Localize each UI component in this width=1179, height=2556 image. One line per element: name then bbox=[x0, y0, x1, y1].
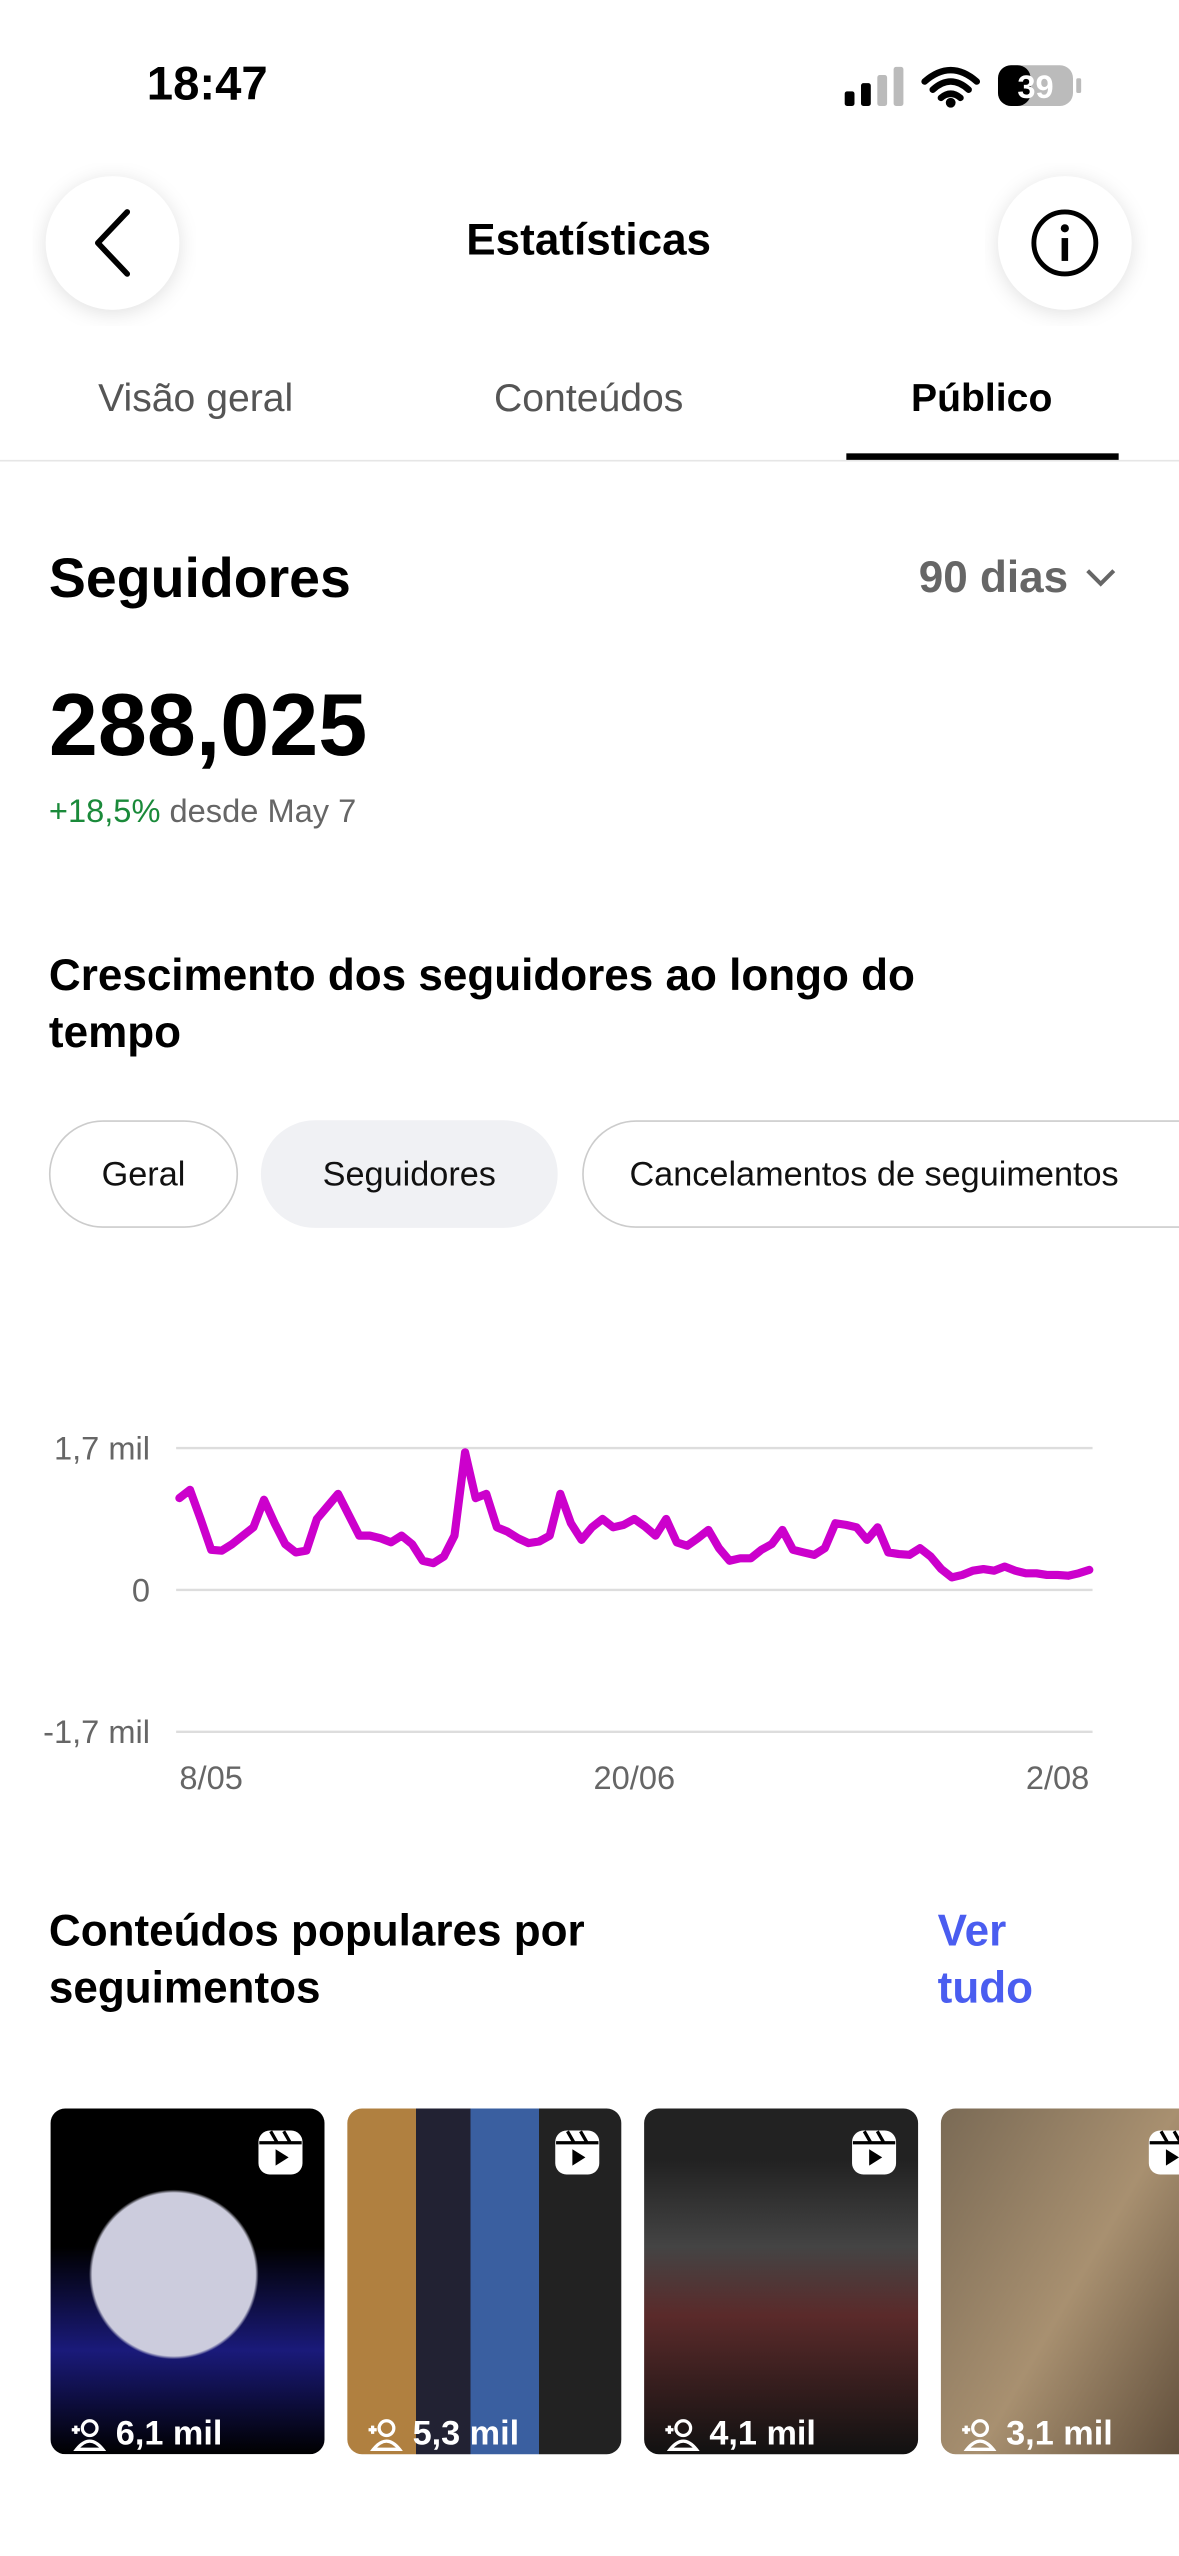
x-tick-label: 2/08 bbox=[1026, 1759, 1089, 1796]
follows-value: 5,3 mil bbox=[412, 2415, 520, 2453]
tab-indicator bbox=[846, 453, 1119, 460]
reel-icon bbox=[1148, 2130, 1179, 2175]
page-title: Estatísticas bbox=[466, 215, 712, 265]
follows-value: 3,1 mil bbox=[1006, 2415, 1113, 2453]
line-series bbox=[175, 1448, 1094, 1582]
follows-value: 4,1 mil bbox=[709, 2415, 816, 2453]
chevron-down bbox=[1086, 569, 1116, 587]
x-tick-label: 8/05 bbox=[179, 1759, 242, 1796]
content-thumbnail[interactable] bbox=[940, 2108, 1179, 2455]
reel-icon bbox=[258, 2130, 303, 2175]
y-tick-label: 1,7 mil bbox=[54, 1429, 150, 1466]
thumbnail-overlay: 4,1 mil bbox=[644, 2108, 918, 2454]
follows-count: 4,1 mil bbox=[664, 2415, 816, 2454]
tab[interactable]: Conteúdos bbox=[494, 376, 684, 421]
follows-count: 5,3 mil bbox=[367, 2415, 519, 2454]
follows-value: 6,1 mil bbox=[115, 2415, 223, 2453]
back-button[interactable] bbox=[33, 163, 196, 326]
follows-count: 3,1 mil bbox=[960, 2415, 1113, 2454]
follow-icon bbox=[962, 2419, 997, 2451]
thumbnail-overlay: 3,1 mil bbox=[941, 2108, 1179, 2454]
info-button[interactable] bbox=[985, 163, 1148, 326]
change: +18,5% bbox=[48, 794, 161, 831]
section-title: Conteúdos populares por seguimentos bbox=[48, 1906, 585, 2013]
since: desde May 7 bbox=[169, 794, 357, 831]
chart: -1,7 mil 0 1,7 mil 8/05 20/06 2/08 bbox=[43, 1429, 1094, 1796]
status-icons: 39 bbox=[844, 65, 1082, 108]
status-time: 18:47 bbox=[146, 58, 268, 111]
section-title: Crescimento dos seguidores ao longo do t… bbox=[48, 950, 915, 1057]
x-tick-label: 20/06 bbox=[594, 1759, 676, 1796]
thumbnail-overlay: 6,1 mil bbox=[51, 2108, 325, 2454]
divider bbox=[0, 459, 1179, 462]
section-title: Seguidores bbox=[48, 547, 351, 610]
tab-active[interactable]: Público bbox=[911, 376, 1053, 421]
follow-icon bbox=[71, 2419, 106, 2451]
follows-count: 6,1 mil bbox=[70, 2415, 222, 2454]
reel-icon bbox=[852, 2130, 897, 2175]
battery-level: 39 bbox=[1017, 68, 1053, 105]
follow-icon bbox=[368, 2419, 403, 2451]
y-tick-label: -1,7 mil bbox=[43, 1713, 150, 1750]
chip[interactable]: Geral bbox=[48, 1120, 239, 1228]
thumbnail-overlay: 5,3 mil bbox=[347, 2108, 621, 2454]
chip[interactable]: Cancelamentos de seguimentos bbox=[582, 1120, 1179, 1228]
period-select[interactable]: 90 dias bbox=[918, 552, 1069, 602]
y-tick-label: 0 bbox=[132, 1571, 150, 1608]
follow-icon bbox=[665, 2419, 700, 2451]
chip-selected[interactable]: Seguidores bbox=[260, 1120, 558, 1228]
tab[interactable]: Visão geral bbox=[98, 376, 294, 421]
see-all-link[interactable]: Ver tudo bbox=[937, 1906, 1034, 2013]
reel-icon bbox=[555, 2130, 600, 2175]
follower-count: 288,025 bbox=[48, 676, 368, 775]
